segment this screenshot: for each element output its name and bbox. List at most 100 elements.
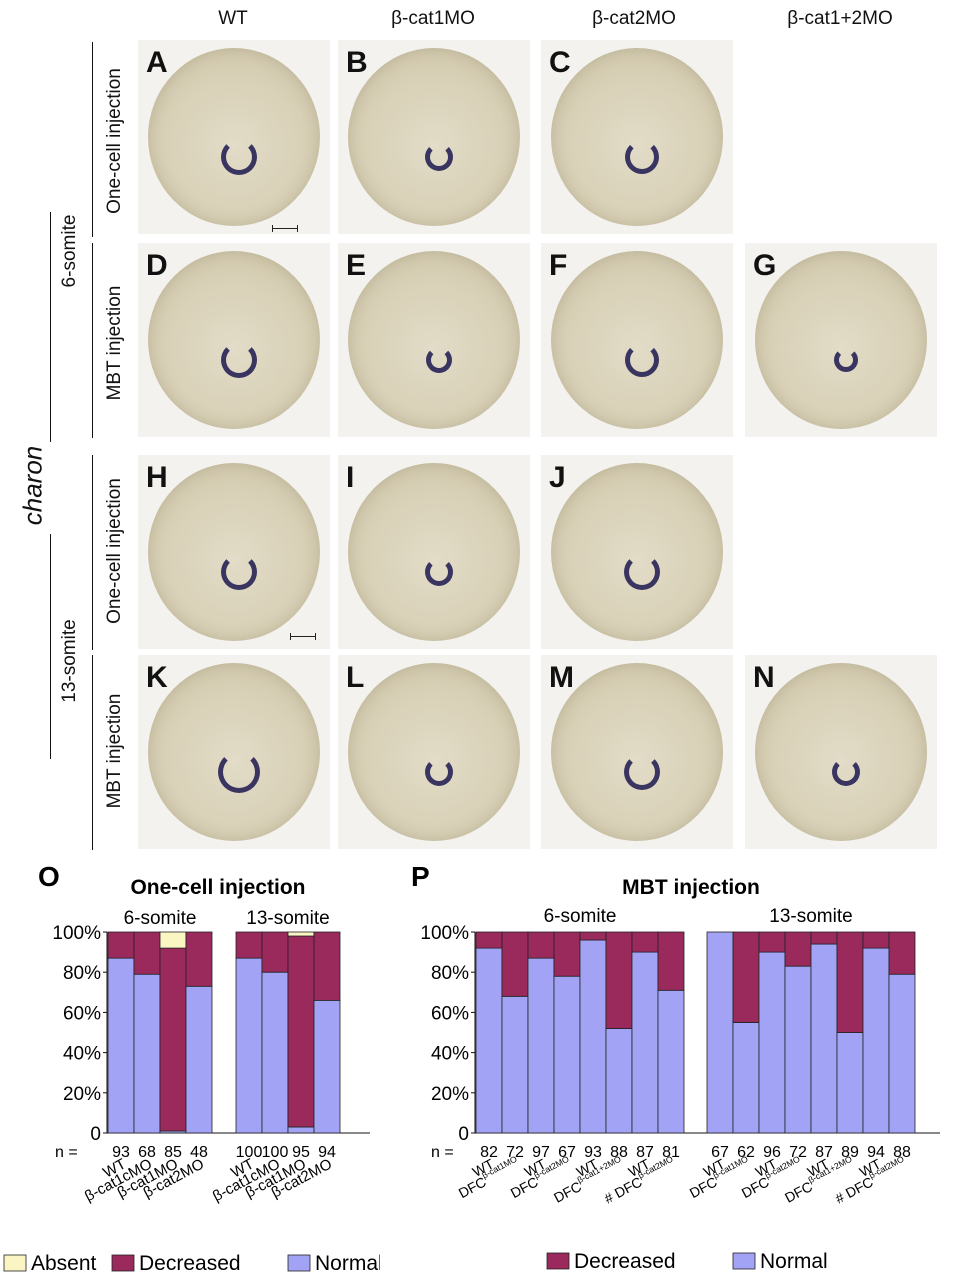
embryo-photo-panel: F xyxy=(541,243,733,437)
bar-segment-decreased xyxy=(313,931,341,1001)
bar-segment-normal xyxy=(605,1028,633,1134)
embryo-photo-panel: M xyxy=(541,655,733,849)
group-label: 13-somite xyxy=(769,906,852,927)
n-value: 94 xyxy=(318,1144,336,1161)
bar-segment-decreased xyxy=(553,931,581,977)
n-value: 68 xyxy=(138,1144,156,1161)
kupffer-vesicle-stain xyxy=(221,554,257,590)
chart-panel-letter: P xyxy=(411,861,430,892)
bar-segment-normal xyxy=(475,947,503,1134)
y-tick-label: 20% xyxy=(63,1084,101,1105)
y-tick-label: 60% xyxy=(431,1003,469,1024)
embryo-image xyxy=(148,463,320,641)
panel-letter: J xyxy=(549,461,566,494)
embryo-photo-panel: N xyxy=(745,655,937,849)
n-value: 67 xyxy=(558,1144,576,1161)
panel-letter: G xyxy=(753,249,777,282)
bar-segment-normal xyxy=(836,1032,864,1134)
n-value: 94 xyxy=(867,1144,885,1161)
bar-segment-decreased xyxy=(185,931,213,987)
kupffer-vesicle-stain xyxy=(832,758,860,786)
scale-bar xyxy=(290,633,316,640)
bar-segment-normal xyxy=(732,1022,760,1134)
n-value: 82 xyxy=(480,1144,498,1161)
y-tick-label: 20% xyxy=(431,1084,469,1105)
chart-mbt-injection: P MBT injection 0 20% 40% 60% 80% 100% n = 6-somi… xyxy=(411,861,940,1273)
n-value: 87 xyxy=(636,1144,654,1161)
scale-bar xyxy=(272,225,298,232)
panel-letter: L xyxy=(346,661,365,694)
y-tick-label: 40% xyxy=(63,1044,101,1065)
kupffer-vesicle-stain xyxy=(426,347,452,373)
bar-segment-normal xyxy=(706,931,734,1134)
bar-segment-absent xyxy=(287,931,315,937)
group-label: 6-somite xyxy=(124,908,197,929)
legend-label: Decreased xyxy=(574,1250,676,1273)
n-value: 87 xyxy=(815,1144,833,1161)
row-label-mbt-13: MBT injection xyxy=(104,693,125,809)
bar-segment-decreased xyxy=(579,931,607,941)
embryo-image xyxy=(551,251,723,429)
row-divider-1 xyxy=(92,42,93,237)
legend-label: Normal xyxy=(760,1250,828,1273)
bar-segment-normal xyxy=(527,957,555,1134)
legend-swatch-normal xyxy=(732,1252,756,1270)
bar-segment-decreased xyxy=(475,931,503,949)
bar-segment-decreased xyxy=(631,931,659,953)
column-header-wt: WT xyxy=(218,8,248,29)
row-divider-3 xyxy=(92,455,93,650)
row-label-one-cell-6: One-cell injection xyxy=(104,68,125,214)
bar-segment-normal xyxy=(287,1126,315,1134)
n-value: 100 xyxy=(262,1144,289,1161)
embryo-photo-panel: L xyxy=(338,655,530,849)
kupffer-vesicle-stain xyxy=(425,758,453,786)
bar-segment-decreased xyxy=(527,931,555,959)
group-label: 13-somite xyxy=(246,908,329,929)
panel-letter: E xyxy=(346,249,367,282)
chart-title: One-cell injection xyxy=(130,876,305,899)
bar-segment-normal xyxy=(107,957,135,1134)
bar-segment-normal xyxy=(133,973,161,1134)
panel-letter: N xyxy=(753,661,775,694)
n-label: n = xyxy=(55,1144,78,1161)
embryo-photo-panel: I xyxy=(338,455,530,649)
y-tick-label: 100% xyxy=(52,923,101,944)
panel-letter: K xyxy=(146,661,168,694)
bar-segment-normal xyxy=(631,951,659,1134)
bar-segment-normal xyxy=(862,947,890,1134)
bar-segment-normal xyxy=(657,989,685,1134)
bar-segment-decreased xyxy=(605,931,633,1029)
row-divider-2 xyxy=(92,243,93,438)
y-tick-label: 100% xyxy=(420,923,469,944)
n-value: 96 xyxy=(763,1144,781,1161)
chart-panel-letter: O xyxy=(38,861,60,892)
bar-segment-decreased xyxy=(159,947,187,1132)
n-value: 72 xyxy=(506,1144,524,1161)
stage-label-6-somite: 6-somite xyxy=(59,214,80,288)
panel-letter: B xyxy=(346,46,368,79)
row-label-one-cell-13: One-cell injection xyxy=(104,478,125,624)
bar-segment-normal xyxy=(758,951,786,1134)
embryo-image xyxy=(551,663,723,841)
column-header-bcat1mo: β-cat1MO xyxy=(391,8,475,29)
legend-swatch-normal xyxy=(287,1254,311,1272)
panel-letter: D xyxy=(146,249,168,282)
group-label: 6-somite xyxy=(544,906,617,927)
n-value: 48 xyxy=(190,1144,208,1161)
bar-segment-decreased xyxy=(107,931,135,959)
embryo-image xyxy=(551,463,723,641)
kupffer-vesicle-stain xyxy=(834,348,858,372)
row-divider-4 xyxy=(92,655,93,850)
n-value: 89 xyxy=(841,1144,859,1161)
bar-segment-decreased xyxy=(657,931,685,991)
bar-segment-normal xyxy=(235,957,263,1134)
y-tick-label: 60% xyxy=(63,1003,101,1024)
kupffer-vesicle-stain xyxy=(624,554,660,590)
column-header-bcat12mo: β-cat1+2MO xyxy=(787,8,893,29)
embryo-image xyxy=(348,48,520,226)
n-value: 62 xyxy=(737,1144,755,1161)
embryo-image xyxy=(551,48,723,226)
embryo-image xyxy=(348,663,520,841)
embryo-photo-panel: C xyxy=(541,40,733,234)
n-value: 97 xyxy=(532,1144,550,1161)
